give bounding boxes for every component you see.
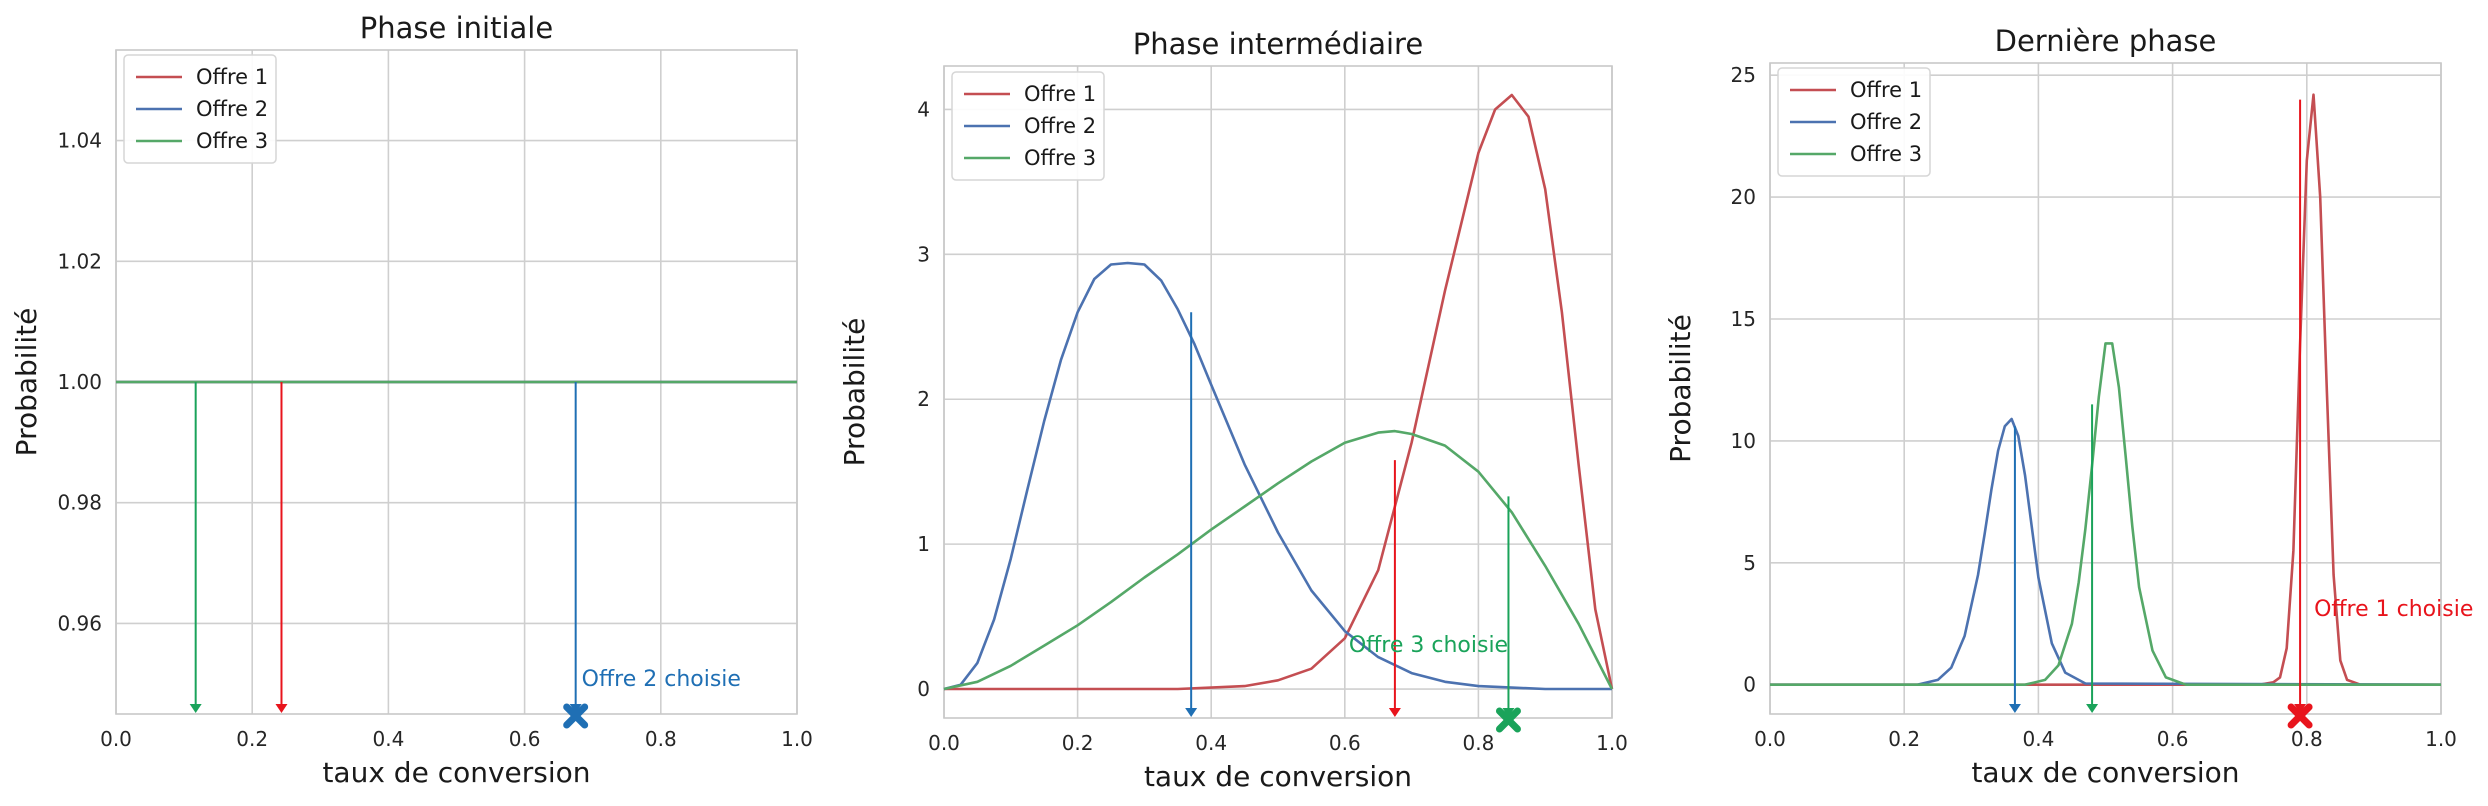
y-axis-label: Probabilité <box>1664 314 1697 463</box>
x-tick-label: 0.6 <box>509 727 541 751</box>
legend-entry: Offre 3 <box>196 129 268 153</box>
legend-box <box>123 54 277 164</box>
y-tick-label: 5 <box>1743 551 1756 575</box>
chosen-offer-label: Offre 1 choisie <box>2314 597 2473 622</box>
x-tick-label: 0.6 <box>2157 727 2189 751</box>
x-tick-label: 0.6 <box>1329 731 1361 755</box>
chart-title: Phase intermédiaire <box>1133 27 1423 61</box>
y-tick-label: 1.04 <box>57 129 102 153</box>
legend-box <box>951 71 1105 181</box>
x-tick-label: 0.0 <box>928 731 960 755</box>
y-tick-label: 1.00 <box>57 370 102 394</box>
legend-entry: Offre 3 <box>1024 146 1096 170</box>
series-line-offre-2 <box>1770 417 2442 686</box>
sample-arrow-head <box>2086 704 2099 713</box>
x-tick-label: 0.8 <box>645 727 677 751</box>
x-axis-label: taux de conversion <box>1144 760 1412 793</box>
legend: Offre 1 Offre 2 Offre 3 <box>123 54 277 164</box>
chart-title: Phase initiale <box>360 11 553 45</box>
series-line-offre-3 <box>943 429 1614 691</box>
y-tick-label: 4 <box>917 97 930 121</box>
sample-arrow-head <box>569 704 582 713</box>
y-tick-label: 0 <box>917 677 930 701</box>
series-line-offre-1 <box>944 93 1614 691</box>
series-line-offre-3 <box>1770 342 2441 686</box>
legend-entry: Offre 1 <box>196 65 268 89</box>
x-tick-label: 0.0 <box>100 727 132 751</box>
y-axis-label: Probabilité <box>838 318 871 467</box>
x-tick-label: 0.4 <box>372 727 404 751</box>
x-tick-label: 0.2 <box>1062 731 1094 755</box>
plot-frame <box>943 65 1613 719</box>
chosen-cross-marker <box>1495 707 1521 733</box>
legend-box <box>1777 67 1931 177</box>
sample-arrow-head <box>1502 708 1515 717</box>
sample-arrow-head <box>189 704 202 713</box>
chosen-offer-label: Offre 3 choisie <box>1349 633 1508 658</box>
sample-arrow-head <box>2294 704 2307 713</box>
y-tick-label: 0 <box>1743 673 1756 697</box>
chosen-cross-marker <box>563 703 589 729</box>
y-tick-label: 20 <box>1731 185 1756 209</box>
x-tick-label: 1.0 <box>2425 727 2457 751</box>
chart-intermediaire: 0.0 0.2 0.4 0.6 0.8 1.0 0 1 2 3 4 Offre 3 choisie Ph… <box>838 27 1628 793</box>
y-tick-label: 2 <box>917 387 930 411</box>
x-tick-label: 0.2 <box>1888 727 1920 751</box>
y-tick-label: 0.98 <box>57 491 102 515</box>
chart-title: Dernière phase <box>1995 24 2217 58</box>
cross-stroke <box>2287 703 2313 729</box>
cross-stroke <box>1495 707 1521 733</box>
sample-arrow-head <box>1185 708 1198 717</box>
x-tick-label: 1.0 <box>781 727 813 751</box>
chart-derniere: 0.0 0.2 0.4 0.6 0.8 1.0 0 5 10 15 20 25 Offre 1 choi… <box>1664 24 2473 789</box>
plot-frame <box>1769 62 2442 715</box>
legend-entry: Offre 2 <box>1024 114 1096 138</box>
y-tick-label: 1.02 <box>57 249 102 273</box>
legend-entry: Offre 2 <box>1850 110 1922 134</box>
chart-initiale: 0.0 0.2 0.4 0.6 0.8 1.0 0.96 0.98 1.00 1.02 1.04 Of… <box>10 11 813 789</box>
legend-entry: Offre 3 <box>1850 142 1922 166</box>
x-tick-label: 0.2 <box>236 727 268 751</box>
legend: Offre 1 Offre 2 Offre 3 <box>1777 67 1931 177</box>
legend-entry: Offre 2 <box>196 97 268 121</box>
x-axis-label: taux de conversion <box>322 756 590 789</box>
x-tick-label: 0.8 <box>2291 727 2323 751</box>
y-tick-label: 3 <box>917 242 930 266</box>
x-axis-label: taux de conversion <box>1971 756 2239 789</box>
y-tick-label: 25 <box>1731 63 1756 87</box>
x-tick-label: 1.0 <box>1596 731 1628 755</box>
y-tick-label: 0.96 <box>57 611 102 635</box>
sample-arrow-head <box>275 704 288 713</box>
x-tick-label: 0.4 <box>1195 731 1227 755</box>
sample-arrow-head <box>2008 704 2021 713</box>
legend-entry: Offre 1 <box>1024 82 1096 106</box>
y-tick-label: 15 <box>1731 307 1756 331</box>
legend: Offre 1 Offre 2 Offre 3 <box>951 71 1105 181</box>
x-tick-label: 0.8 <box>1462 731 1494 755</box>
cross-stroke <box>563 703 589 729</box>
series-line-offre-1 <box>1770 93 2441 686</box>
y-tick-label: 1 <box>917 532 930 556</box>
y-tick-label: 10 <box>1731 429 1756 453</box>
legend-entry: Offre 1 <box>1850 78 1922 102</box>
x-tick-label: 0.0 <box>1754 727 1786 751</box>
series-line-offre-2 <box>943 261 1612 691</box>
chosen-offer-label: Offre 2 choisie <box>582 667 741 692</box>
sample-arrow-head <box>1388 708 1401 717</box>
y-axis-label: Probabilité <box>10 308 43 457</box>
chosen-cross-marker <box>2287 703 2313 729</box>
x-tick-label: 0.4 <box>2022 727 2054 751</box>
